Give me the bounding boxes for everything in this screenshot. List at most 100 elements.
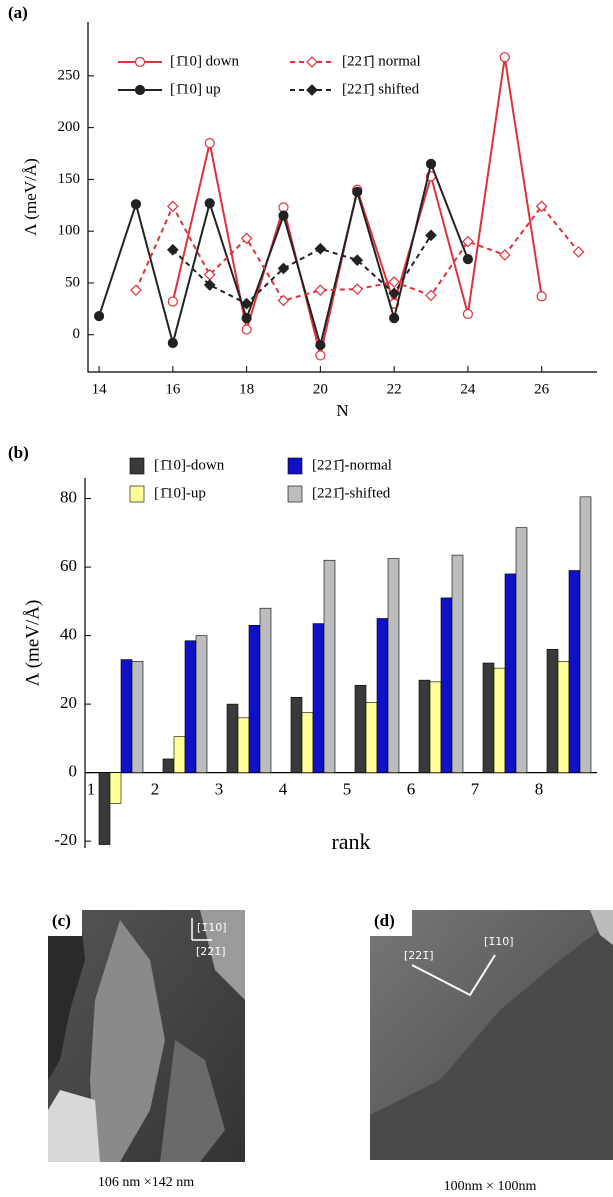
bar	[376, 618, 389, 773]
marker	[388, 276, 400, 288]
marker	[166, 243, 179, 256]
y-tick-label: 80	[60, 487, 77, 506]
series-line	[171, 57, 543, 356]
marker	[314, 242, 327, 255]
x-tick-label: 5	[343, 780, 352, 799]
bar	[440, 597, 453, 773]
bar	[131, 660, 144, 773]
y-axis-label: Λ (meV/Å)	[22, 600, 43, 687]
marker	[241, 313, 252, 324]
bar	[312, 623, 325, 773]
stm-image-d	[370, 910, 613, 1160]
y-tick-label: 40	[60, 624, 77, 643]
direction-label: [221̄]	[404, 949, 434, 962]
legend-label: [1̄10]-down	[154, 457, 225, 473]
x-tick-label: 2	[151, 780, 160, 799]
series-line	[98, 160, 469, 350]
x-tick-label: 16	[165, 381, 181, 397]
marker	[306, 56, 318, 68]
marker	[241, 324, 252, 335]
marker	[462, 235, 474, 248]
y-tick-label: 100	[58, 223, 81, 239]
marker	[425, 229, 437, 242]
x-tick-label: 14	[92, 381, 108, 397]
marker	[388, 287, 400, 300]
bar	[451, 554, 464, 773]
legend-label: [221̄] normal	[342, 53, 421, 69]
bar	[301, 712, 314, 773]
x-tick-label: 6	[407, 780, 416, 799]
stm-image-c	[48, 910, 245, 1162]
marker	[425, 289, 437, 302]
x-tick-label: 4	[279, 780, 288, 799]
image-caption: 106 nm ×142 nm	[98, 1175, 194, 1190]
legend-swatch	[287, 485, 303, 503]
legend-label: [221̄] shifted	[342, 81, 420, 97]
bar	[248, 625, 261, 773]
marker	[389, 313, 400, 324]
legend-swatch	[287, 457, 303, 475]
marker	[572, 246, 585, 258]
y-tick-label: 60	[60, 556, 77, 575]
x-tick-label: 3	[215, 780, 224, 799]
bar	[515, 527, 528, 773]
marker	[351, 283, 364, 296]
marker	[278, 202, 289, 213]
marker	[277, 262, 290, 275]
bar	[162, 758, 175, 773]
marker	[315, 339, 326, 351]
bar	[568, 570, 581, 773]
panel-label: (c)	[52, 911, 71, 930]
marker	[240, 232, 253, 245]
x-tick-label: 24	[460, 381, 476, 397]
bar	[259, 607, 272, 773]
bar	[290, 696, 303, 773]
x-tick-label: 18	[239, 381, 254, 397]
marker	[167, 337, 178, 349]
legend-swatch	[129, 457, 145, 475]
legend-label: [221̄]-normal	[312, 457, 392, 473]
x-tick-label: 8	[535, 780, 544, 799]
marker	[351, 254, 364, 267]
bar	[354, 684, 367, 773]
bar	[120, 659, 133, 773]
marker	[278, 210, 289, 221]
bar	[98, 772, 111, 845]
marker	[167, 296, 178, 307]
marker	[203, 279, 216, 291]
panel-label: (b)	[8, 443, 29, 462]
bar	[482, 662, 495, 773]
marker	[166, 200, 179, 213]
marker	[425, 158, 437, 169]
bar	[418, 679, 431, 773]
y-tick-label: 0	[73, 326, 81, 342]
marker	[314, 284, 327, 297]
y-axis-label: Λ (meV/Å)	[21, 158, 40, 236]
bar	[195, 635, 208, 773]
marker	[204, 138, 215, 149]
x-axis-label: N	[336, 401, 348, 420]
legend-label: [1̄10] down	[170, 53, 240, 69]
bar	[493, 667, 506, 773]
y-tick-label: 20	[60, 693, 77, 712]
y-tick-label: 150	[58, 171, 81, 187]
bar	[109, 772, 122, 804]
panel-label: (d)	[374, 911, 395, 930]
marker	[315, 350, 326, 361]
x-tick-label: 7	[471, 780, 480, 799]
legend-label: [221̄]-shifted	[312, 485, 391, 501]
bar	[504, 573, 517, 773]
marker	[499, 52, 510, 63]
y-tick-label: 50	[65, 274, 80, 290]
x-tick-label: 20	[313, 381, 328, 397]
marker	[462, 254, 474, 265]
marker	[130, 199, 142, 210]
panel-label: (a)	[8, 3, 28, 22]
legend-label: [1̄10] up	[170, 81, 221, 97]
direction-label: [1̄10]	[484, 935, 514, 948]
bar	[429, 681, 442, 773]
marker	[535, 200, 548, 213]
series-line	[172, 234, 432, 305]
marker	[462, 308, 474, 320]
